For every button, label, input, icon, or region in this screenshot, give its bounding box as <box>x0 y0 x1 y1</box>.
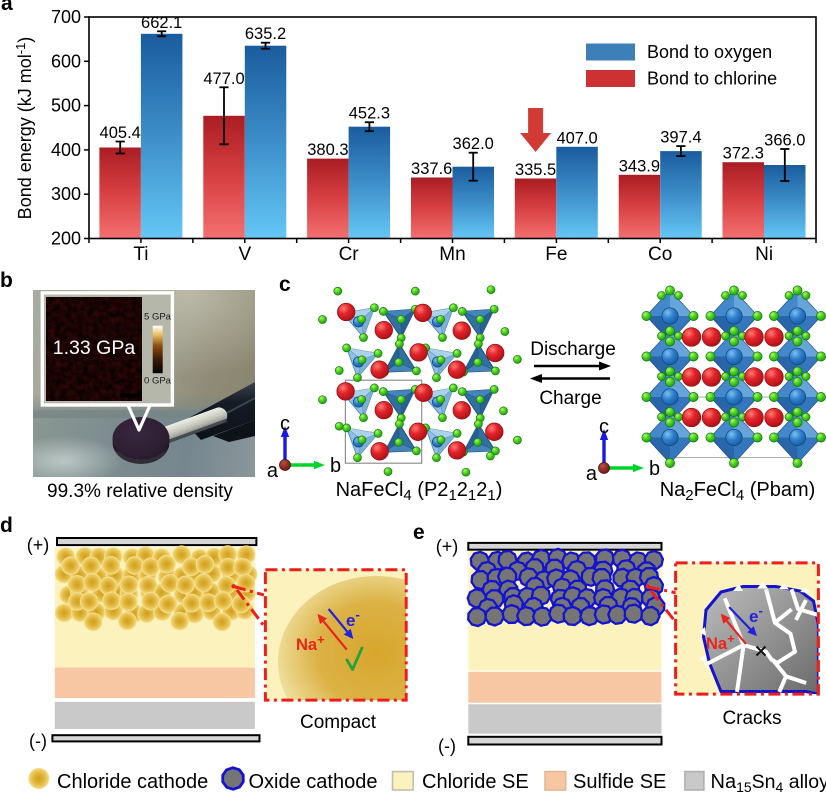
svg-text:Bond energy (kJ mol-1): Bond energy (kJ mol-1) <box>13 37 35 220</box>
svg-text:(-): (-) <box>438 736 456 756</box>
svg-text:477.0: 477.0 <box>203 70 244 88</box>
svg-text:a: a <box>586 463 598 485</box>
svg-text:500: 500 <box>51 96 81 116</box>
svg-text:Compact: Compact <box>300 712 377 733</box>
svg-text:(+): (+) <box>436 537 459 557</box>
svg-text:Chloride SE: Chloride SE <box>422 771 529 793</box>
svg-text:366.0: 366.0 <box>764 132 805 150</box>
svg-text:0 GPa: 0 GPa <box>144 376 172 387</box>
svg-text:Discharge: Discharge <box>530 339 616 360</box>
svg-text:Bond to chlorine: Bond to chlorine <box>647 69 777 89</box>
svg-text:(-): (-) <box>29 731 47 751</box>
svg-text:Fe: Fe <box>545 244 567 265</box>
svg-text:335.5: 335.5 <box>515 161 556 179</box>
svg-text:c: c <box>280 413 290 435</box>
svg-text:Charge: Charge <box>539 388 601 409</box>
svg-text:452.3: 452.3 <box>349 105 390 123</box>
svg-text:b: b <box>330 455 341 477</box>
svg-text:372.3: 372.3 <box>723 145 764 163</box>
svg-text:337.6: 337.6 <box>411 160 452 178</box>
svg-text:b: b <box>649 458 660 480</box>
svg-text:Na2FeCl4 (Pbam): Na2FeCl4 (Pbam) <box>660 479 816 504</box>
svg-text:397.4: 397.4 <box>660 129 701 147</box>
svg-text:Bond to oxygen: Bond to oxygen <box>647 42 772 62</box>
svg-text:635.2: 635.2 <box>245 25 286 43</box>
svg-text:Co: Co <box>648 244 672 265</box>
svg-text:1.33 GPa: 1.33 GPa <box>53 337 136 359</box>
svg-text:Na15Sn4 alloy: Na15Sn4 alloy <box>711 771 826 793</box>
svg-text:Ni: Ni <box>755 244 773 265</box>
svg-text:700: 700 <box>51 7 81 27</box>
svg-text:200: 200 <box>51 229 81 249</box>
svg-text:a: a <box>267 460 279 482</box>
svg-text:Ti: Ti <box>133 244 148 265</box>
svg-text:407.0: 407.0 <box>556 129 597 147</box>
svg-text:Cr: Cr <box>339 244 360 265</box>
svg-text:Oxide cathode: Oxide cathode <box>249 771 378 793</box>
svg-text:V: V <box>238 244 251 265</box>
svg-text:Cracks: Cracks <box>722 708 781 729</box>
svg-text:(+): (+) <box>27 535 50 555</box>
svg-text:400: 400 <box>51 140 81 160</box>
svg-text:NaFeCl4 (P212121): NaFeCl4 (P212121) <box>336 479 503 504</box>
svg-text:c: c <box>599 416 609 438</box>
svg-text:662.1: 662.1 <box>141 14 182 32</box>
svg-text:343.9: 343.9 <box>619 157 660 175</box>
svg-text:362.0: 362.0 <box>453 135 494 153</box>
svg-text:5 GPa: 5 GPa <box>144 312 172 323</box>
svg-text:Chloride cathode: Chloride cathode <box>57 771 208 793</box>
svg-text:405.4: 405.4 <box>100 124 141 142</box>
svg-text:Mn: Mn <box>439 244 465 265</box>
svg-text:Sulfide SE: Sulfide SE <box>573 771 666 793</box>
svg-text:380.3: 380.3 <box>307 141 348 159</box>
svg-text:300: 300 <box>51 184 81 204</box>
svg-text:600: 600 <box>51 51 81 71</box>
